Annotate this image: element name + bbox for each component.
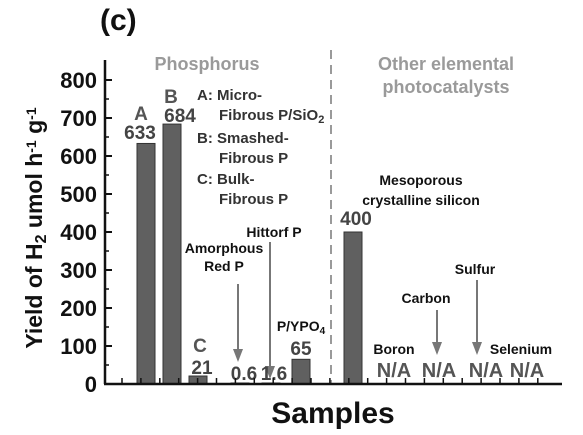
y-axis-title-sup: -1 — [23, 107, 39, 120]
value-label: 400 — [340, 209, 372, 230]
annotation-ypo4-sub: 4 — [320, 326, 326, 337]
y-tick-label: 500 — [60, 182, 97, 207]
legend-line: Fibrous P — [219, 150, 288, 167]
arrow-amorphous-head — [233, 349, 243, 362]
y-tick-label: 100 — [60, 334, 97, 359]
y-axis-title-part: umol h — [21, 153, 47, 235]
y-tick-label: 0 — [85, 372, 97, 397]
value-label: N/A — [377, 360, 411, 382]
annotation-arrows — [233, 242, 482, 379]
value-label: 21 — [191, 358, 213, 379]
value-label: N/A — [510, 360, 544, 382]
arrow-hittorf-head — [265, 366, 275, 379]
bar — [291, 358, 311, 385]
annotation-sulfur: Sulfur — [455, 261, 496, 277]
bar — [162, 123, 182, 385]
value-label: 1.6 — [261, 364, 287, 385]
y-tick-label: 300 — [60, 258, 97, 283]
panel-label: (c) — [100, 4, 137, 37]
bar-letter: B — [164, 87, 178, 108]
y-axis-title: Yield of H2 umol h-1 g-1 — [21, 107, 50, 348]
bar-letter: A — [134, 104, 148, 125]
value-label: 65 — [290, 339, 312, 360]
y-tick-label: 800 — [60, 68, 97, 93]
y-axis-title-part: g — [21, 120, 47, 140]
annotation-silicon: Mesoporous — [379, 172, 462, 188]
annotation-carbon: Carbon — [402, 290, 451, 306]
annotation-selenium: Selenium — [490, 341, 552, 357]
value-label: 633 — [124, 123, 156, 144]
y-axis-title-sup: -1 — [23, 140, 39, 153]
y-tick-label: 700 — [60, 106, 97, 131]
arrow-sulfur-head — [472, 342, 482, 355]
annotation-amorphous: Amorphous — [185, 240, 264, 256]
annotation-ypo4-part: P/YPO — [277, 318, 320, 334]
annotation-silicon: crystalline silicon — [362, 192, 480, 208]
legend-line: Fibrous P — [219, 191, 288, 208]
bars — [136, 123, 363, 385]
legend-line: Fibrous P/SiO2 — [219, 107, 324, 126]
bar — [343, 231, 363, 385]
section-phosphorus: Phosphorus — [154, 54, 259, 74]
legend: A: Micro- Fibrous P/SiO2 B: Smashed- Fib… — [197, 87, 324, 208]
annotation-boron: Boron — [373, 341, 414, 357]
value-label: 0.6 — [231, 364, 257, 385]
y-axis-title-part: Yield of H — [21, 243, 47, 348]
bar-labels: 633 684 21 0.6 1.665 400 N/A N/A N/A N/A AB C — [124, 87, 544, 385]
legend-line: B: Smashed- — [197, 130, 289, 147]
bar-letter: C — [193, 336, 207, 357]
annotation-ypo4: P/YPO4 — [277, 318, 326, 337]
section-other-line1: Other elemental — [378, 54, 514, 74]
section-other-line2: photocatalysts — [382, 77, 509, 97]
legend-line: C: Bulk- — [197, 171, 255, 188]
value-label: N/A — [422, 360, 456, 382]
y-axis-title-sub: 2 — [33, 234, 50, 243]
bar — [136, 142, 156, 385]
y-tick-label: 400 — [60, 220, 97, 245]
legend-line: A: Micro- — [197, 87, 262, 104]
y-tick-label: 600 — [60, 144, 97, 169]
y-tick-label: 200 — [60, 296, 97, 321]
annotation-amorphous: Red P — [204, 258, 244, 274]
value-label: N/A — [469, 360, 503, 382]
x-axis-title: Samples — [271, 397, 394, 430]
arrow-carbon-head — [432, 342, 442, 355]
annotation-hittorf: Hittorf P — [246, 224, 301, 240]
legend-subscript: 2 — [318, 114, 324, 126]
axis-ticks: 0 100 200 300 400 500 600 700 800 — [60, 68, 539, 397]
value-label: 684 — [164, 106, 196, 127]
